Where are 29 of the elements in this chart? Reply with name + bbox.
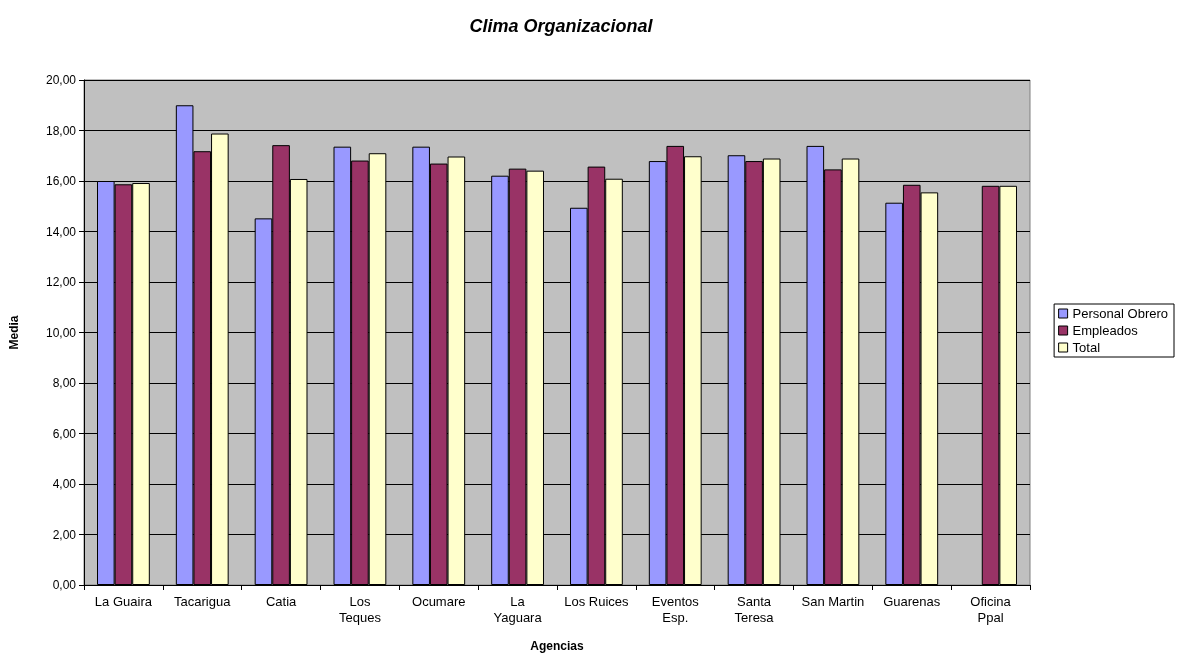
y-tick-label: 2,00 [52,527,77,542]
x-tick-label: Ocumare [412,593,466,609]
legend-label: Empleados [1072,323,1139,338]
y-tick-label: 20,00 [45,73,77,87]
x-tick-label: Los Ruices [564,593,630,609]
x-tick-label: San Martin [801,593,865,609]
y-tick-label: 4,00 [52,477,77,491]
legend-label: Personal Obrero [1072,306,1169,321]
y-tick-label: 14,00 [45,224,77,239]
x-tick-label: Catia [265,593,298,609]
x-axis-title: Agencias [530,639,584,653]
y-tick-label: 0,00 [52,578,77,592]
x-tick-label: Guarenas [883,593,941,609]
y-tick-label: 18,00 [45,123,77,138]
x-tick-label: Los Teques [338,593,382,625]
x-tick-label: Eventos Esp. [651,593,700,625]
legend-label: Total [1072,340,1101,355]
y-tick-label: 8,00 [52,376,77,390]
y-tick-label: 16,00 [45,174,77,188]
x-tick-label: La Yaguara [493,593,543,625]
x-tick-label: Oficina Ppal [970,593,1012,625]
y-axis-title: Media [7,315,21,350]
x-tick-label: Tacarigua [174,593,232,609]
x-tick-label: Santa Teresa [734,593,775,625]
y-tick-label: 6,00 [52,426,77,441]
chart-title: Clima Organizacional [469,16,654,36]
y-tick-label: 12,00 [45,275,77,289]
x-tick-label: La Guaira [94,593,153,609]
y-tick-label: 10,00 [45,325,77,340]
